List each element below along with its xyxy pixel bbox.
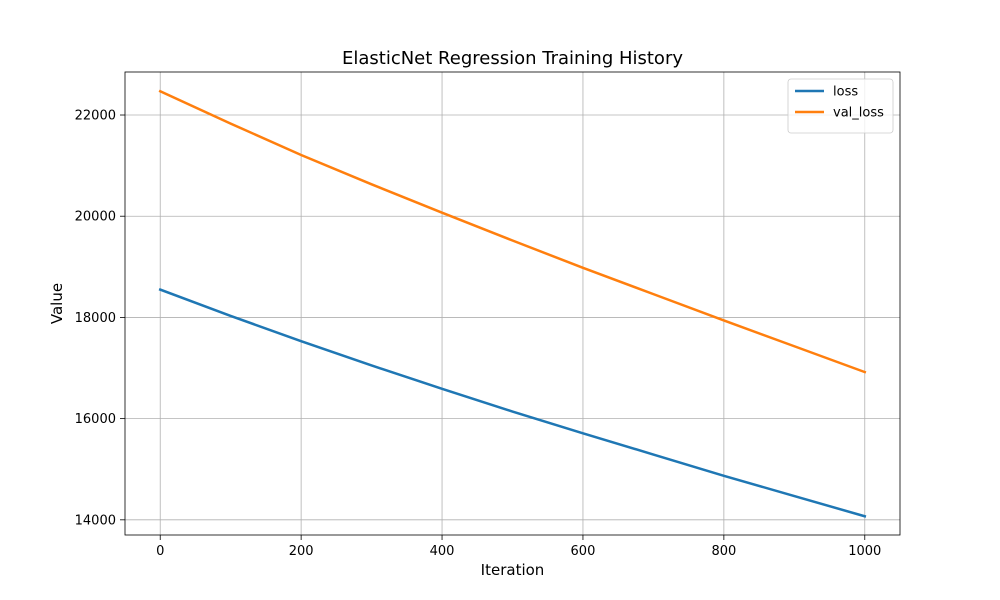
- x-axis-label: Iteration: [481, 561, 545, 579]
- x-tick-label: 1000: [848, 544, 881, 559]
- series-layer: [158, 89, 867, 518]
- x-tick-label: 200: [289, 544, 314, 559]
- x-tick-label: 400: [430, 544, 455, 559]
- grid-layer: [125, 72, 900, 535]
- chart-title: ElasticNet Regression Training History: [342, 48, 683, 69]
- x-tick-label: 800: [711, 544, 736, 559]
- tick-layer: 0 200 400 600 800 1000 14000 16000 18000 20000 220…: [75, 109, 882, 559]
- y-axis-label: Value: [48, 283, 66, 324]
- y-tick-label: 14000: [75, 513, 116, 528]
- y-tick-label: 20000: [75, 210, 116, 225]
- legend: loss val_loss: [787, 78, 894, 134]
- series-line-loss: [158, 287, 867, 518]
- series-line-val-loss: [158, 89, 867, 374]
- legend-label-val-loss: val_loss: [833, 106, 884, 121]
- y-tick-label: 16000: [75, 412, 116, 427]
- legend-label-loss: loss: [833, 85, 858, 100]
- y-tick-label: 18000: [75, 311, 116, 326]
- x-tick-label: 0: [156, 544, 164, 559]
- y-tick-label: 22000: [75, 109, 116, 124]
- legend-box: [787, 78, 894, 134]
- axes-frame: [124, 71, 901, 536]
- x-tick-label: 600: [571, 544, 596, 559]
